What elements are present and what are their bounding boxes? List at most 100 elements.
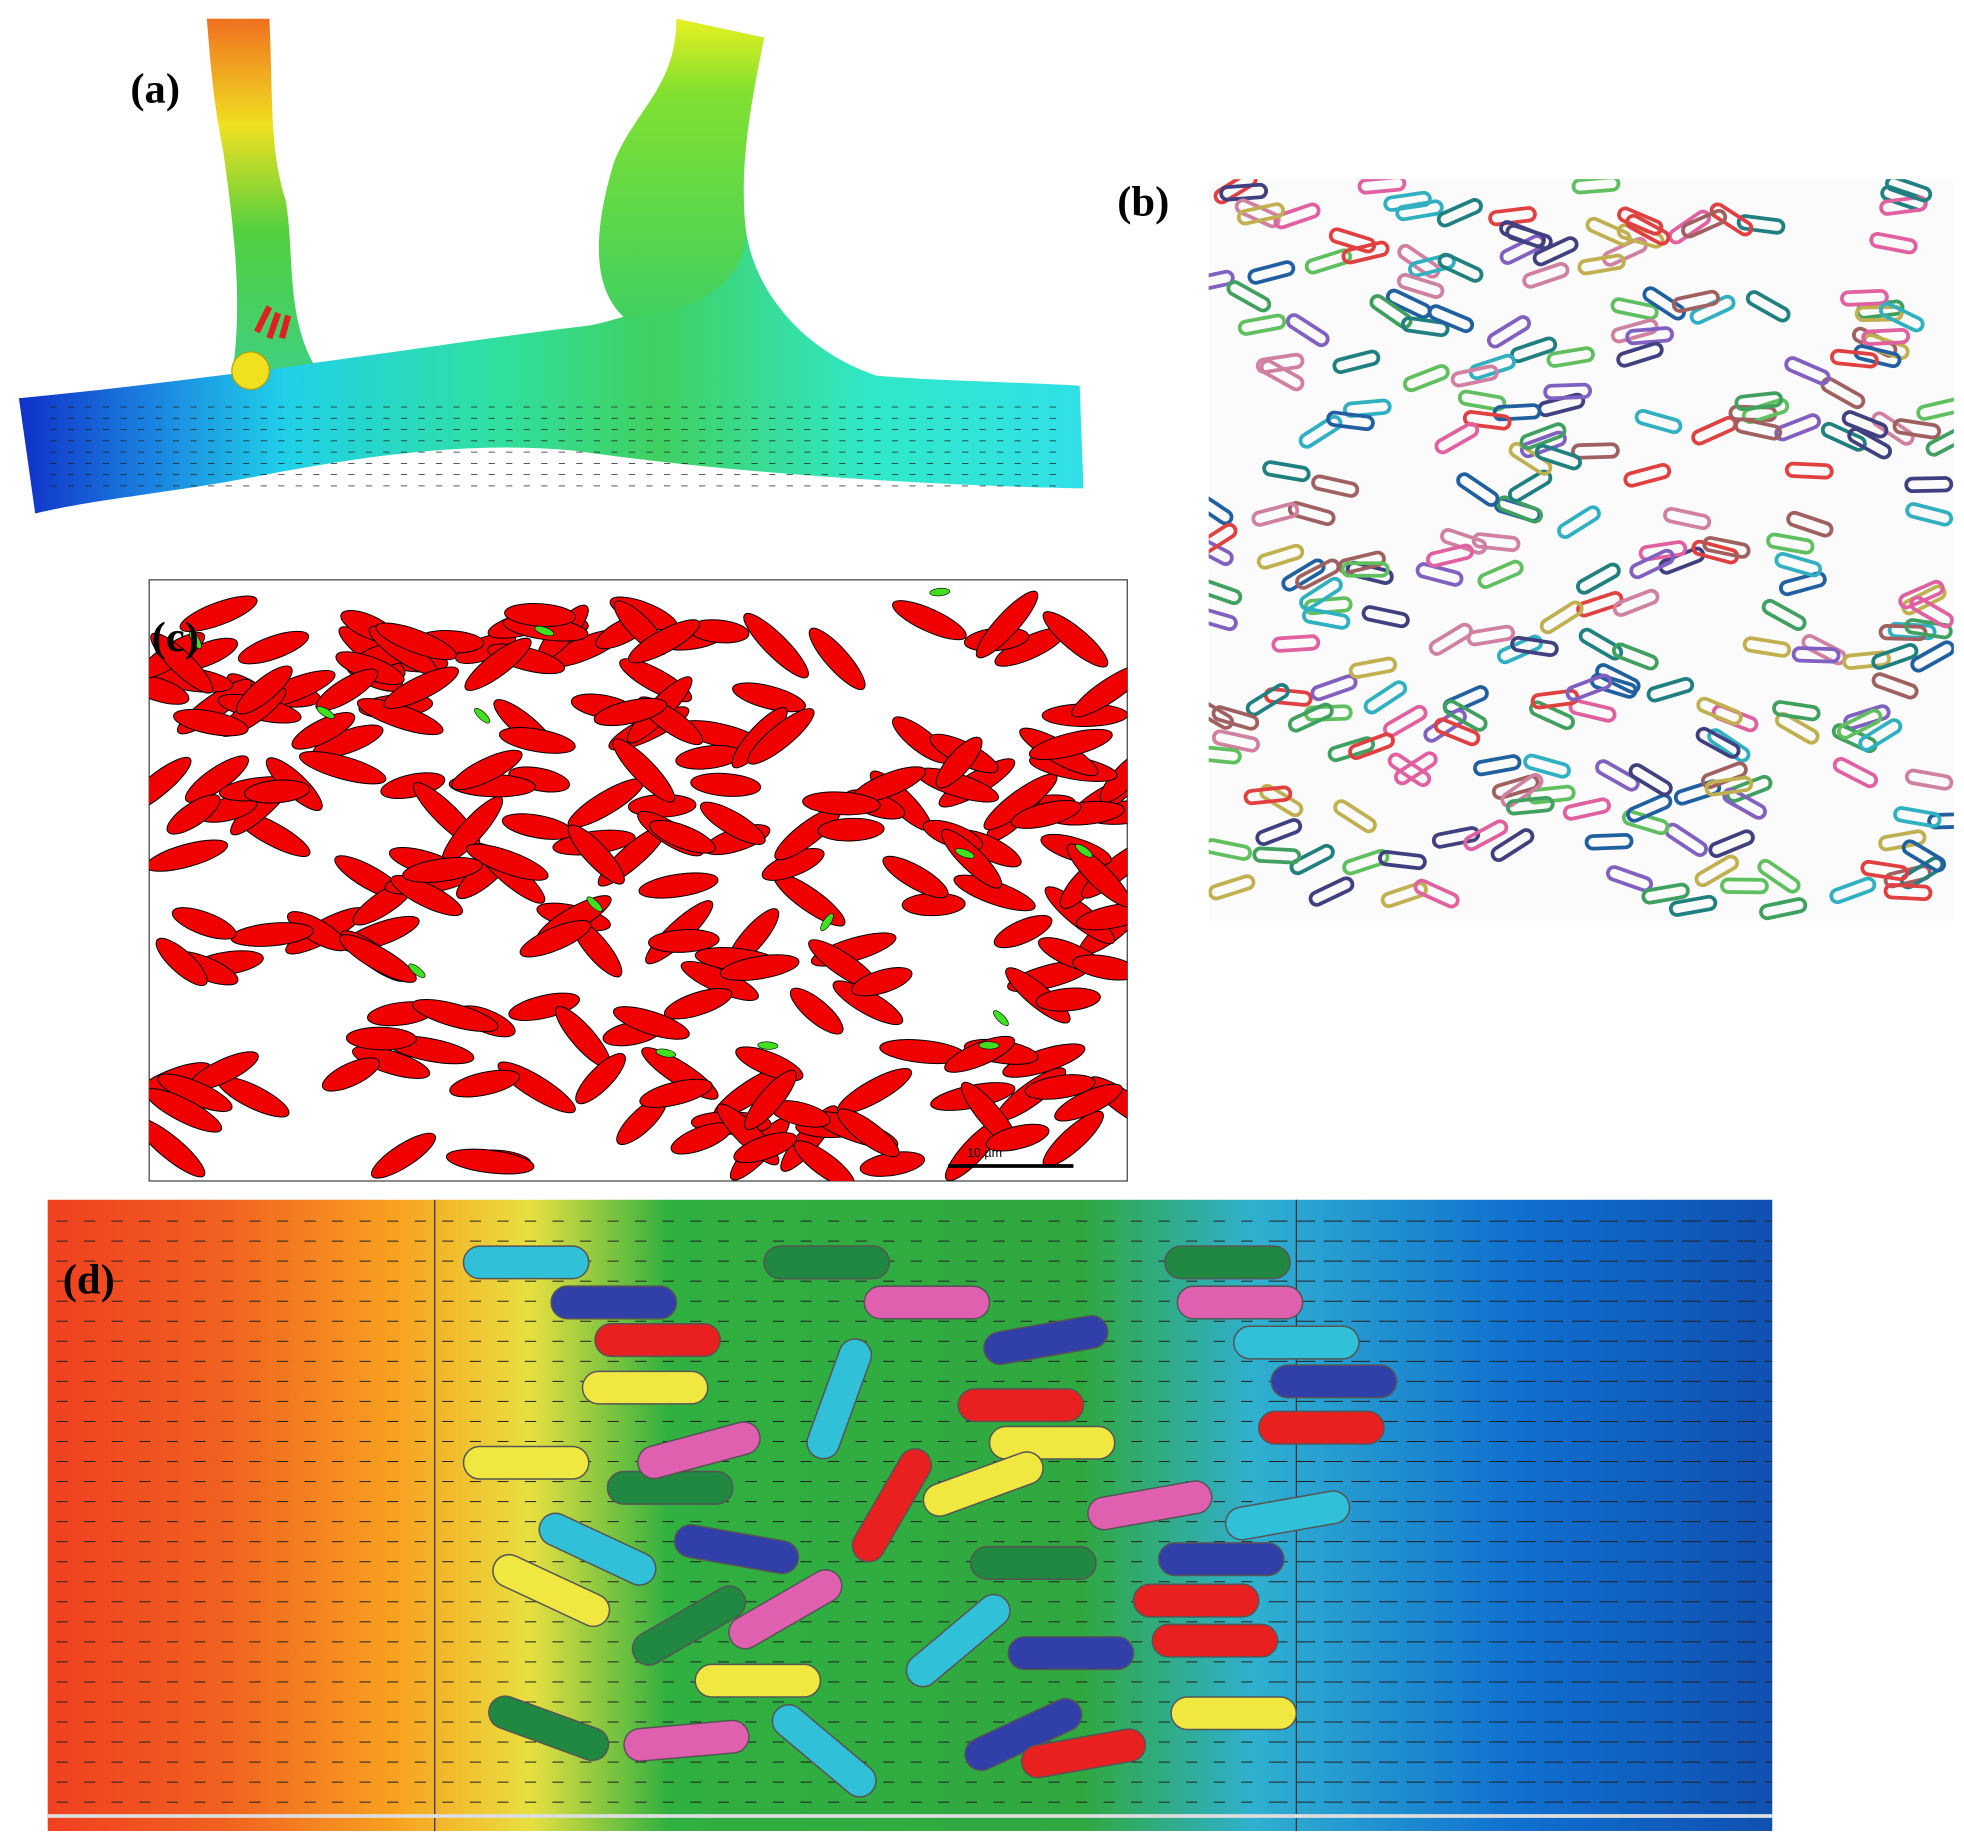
cell-outline <box>1757 858 1801 894</box>
cell-outline <box>1413 878 1460 909</box>
panel-label: (a) <box>130 66 180 113</box>
cell-outline <box>1491 774 1540 800</box>
cell-outline <box>1668 894 1718 917</box>
red-cell <box>235 665 293 715</box>
cell-outline <box>1486 315 1532 349</box>
cell-outline <box>1532 236 1579 267</box>
red-cell <box>449 1069 521 1098</box>
capsule <box>538 1512 657 1586</box>
cell-outline <box>1208 490 1234 526</box>
red-cell <box>173 708 249 737</box>
red-cell <box>648 929 720 953</box>
cell-outline <box>1342 848 1390 876</box>
cell-outline <box>1259 359 1305 392</box>
cell-outline <box>1610 318 1659 344</box>
scale-bar-label: 10 µm <box>967 1146 1002 1160</box>
red-cell <box>808 627 866 691</box>
cell-outline <box>1904 476 1954 494</box>
red-cell <box>1010 799 1082 829</box>
red-cell <box>179 595 258 633</box>
cell-outline <box>1779 571 1827 597</box>
cell-outline <box>1236 202 1286 226</box>
cell-outline <box>1436 198 1483 228</box>
cell-outline <box>1734 417 1783 441</box>
cell-outline <box>1427 304 1475 334</box>
capsule <box>957 1388 1085 1423</box>
cell-outline <box>1342 398 1392 418</box>
cell-outline <box>1255 352 1305 374</box>
platelet <box>993 1010 1009 1027</box>
cell-outline <box>1363 680 1408 715</box>
red-cell <box>345 1026 417 1051</box>
red-cell <box>567 824 625 885</box>
capsule <box>673 1524 800 1575</box>
red-cell <box>892 600 967 641</box>
cell-outline <box>1462 410 1512 431</box>
capsule <box>983 1314 1109 1366</box>
cell-outline <box>1357 179 1407 195</box>
cell-outline <box>1394 751 1438 786</box>
capsule <box>1007 1636 1135 1671</box>
cell-outline <box>1904 768 1954 791</box>
capsule <box>623 1719 750 1762</box>
red-cells <box>149 587 1128 1181</box>
cell-outline <box>1252 846 1302 865</box>
cell-outline <box>1879 195 1928 216</box>
cell-outline <box>1328 227 1377 254</box>
cell-outline <box>1892 418 1942 440</box>
cell-outline <box>1396 273 1445 299</box>
platelet <box>929 587 951 597</box>
capsule <box>1224 1490 1351 1541</box>
red-cell <box>465 843 549 881</box>
red-cell <box>1042 611 1109 668</box>
cell-outline <box>1595 663 1641 694</box>
capsule <box>851 1448 933 1563</box>
cell-outline <box>1219 182 1269 202</box>
capsule <box>1020 1728 1147 1779</box>
cell-outline <box>1426 543 1474 568</box>
cell-outline <box>1490 828 1535 862</box>
cell-outline <box>1904 618 1953 640</box>
capsule <box>637 1421 761 1480</box>
cell-outline <box>1784 356 1831 386</box>
red-cell <box>699 801 766 845</box>
cell-outline <box>1641 882 1690 905</box>
cell-outline <box>1471 532 1521 553</box>
cell-outline <box>1380 881 1428 909</box>
cell-outline <box>1522 262 1570 289</box>
red-cell <box>638 872 719 899</box>
red-cell <box>508 992 580 1021</box>
red-cell <box>612 1006 690 1040</box>
platelet <box>189 630 202 649</box>
cell-outline <box>1625 326 1674 346</box>
capsule <box>594 1323 722 1358</box>
capsule <box>771 1704 877 1798</box>
cell-outline <box>1585 216 1632 247</box>
cell-outline <box>1287 501 1336 527</box>
cell-outline <box>1534 443 1582 471</box>
capsule <box>492 1553 611 1628</box>
cell-outline <box>1295 558 1341 590</box>
red-cell <box>1066 843 1128 908</box>
panel-c: 10 µm (c) <box>148 579 1128 1182</box>
cell-outline <box>1285 313 1330 348</box>
cell-outline <box>1704 775 1754 797</box>
red-cell <box>639 1078 713 1108</box>
cell-outline <box>1883 883 1933 901</box>
red-cell <box>149 839 229 872</box>
cell-outline <box>1208 522 1238 557</box>
cell-outline <box>1457 389 1507 412</box>
capsule <box>550 1285 678 1320</box>
red-cell <box>575 1053 626 1105</box>
cell-outline <box>1308 876 1355 907</box>
cell-outline <box>1626 793 1673 823</box>
cell-outline <box>1612 588 1660 617</box>
red-cell <box>237 630 310 665</box>
cell-outline <box>1791 646 1841 664</box>
red-cell <box>412 998 499 1033</box>
red-cell <box>744 1069 797 1131</box>
cell-outline <box>1304 248 1353 275</box>
red-cell <box>451 749 523 791</box>
cell-outline <box>1854 305 1904 323</box>
red-cell <box>464 637 532 691</box>
